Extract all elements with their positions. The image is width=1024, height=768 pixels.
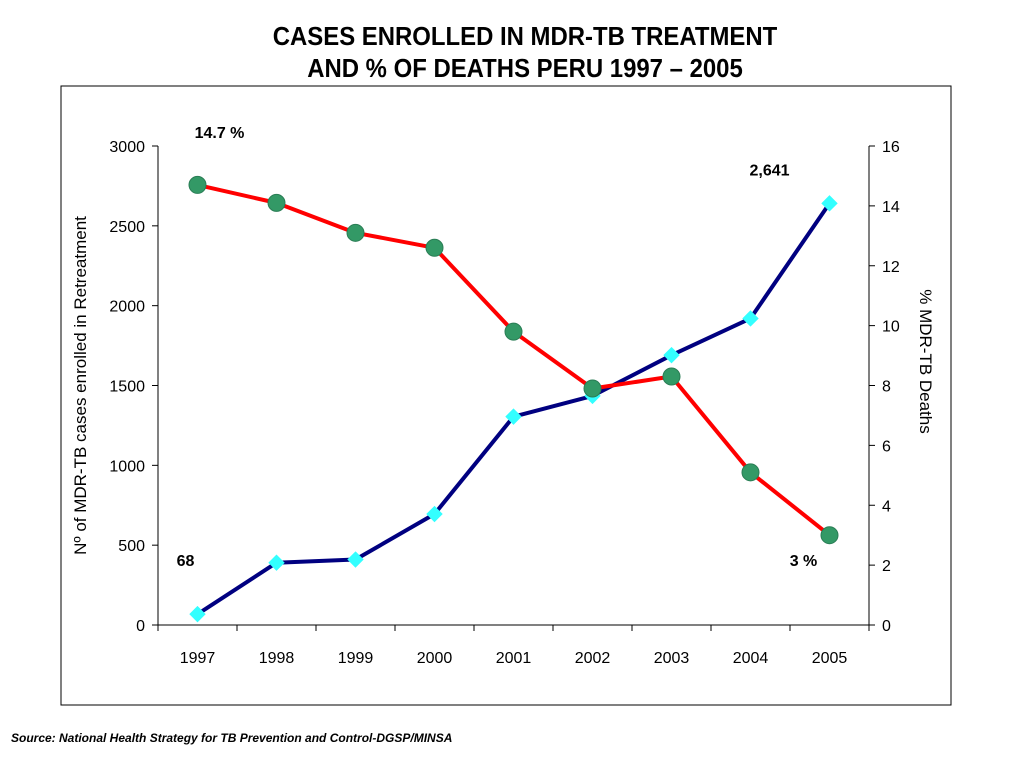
chart-title-line-2: AND % OF DEATHS PERU 1997 – 2005: [307, 53, 743, 83]
series-1-point: [425, 238, 444, 257]
x-tick-label: 1998: [259, 650, 295, 667]
x-tick-label: 2002: [575, 650, 611, 667]
left-tick-label: 2500: [109, 219, 145, 236]
series-0-point: [663, 346, 680, 364]
x-tick-label: 2001: [496, 650, 532, 667]
y-axis-title: Nº of MDR-TB cases enrolled in Retreatme…: [71, 216, 90, 555]
left-tick-label: 500: [118, 538, 145, 555]
source-note: Source: National Health Strategy for TB …: [11, 731, 453, 745]
series-0-point: [268, 554, 285, 571]
right-tick-label: 0: [882, 618, 891, 635]
series-0-point: [821, 195, 838, 212]
series-0-point: [505, 408, 522, 425]
x-tick-label: 1997: [180, 650, 216, 667]
series-1-point: [662, 367, 681, 386]
left-tick-label: 3000: [109, 139, 145, 156]
x-tick-label: 2004: [733, 650, 769, 667]
data-label: 2,641: [749, 162, 789, 179]
right-tick-label: 4: [882, 498, 891, 515]
x-tick-label: 2003: [654, 650, 690, 667]
series-1-point: [267, 193, 286, 212]
x-tick-label: 2000: [417, 650, 453, 667]
chart-title: CASES ENROLLED IN MDR-TB TREATMENT AND %…: [42, 20, 1008, 84]
series-1-point: [346, 223, 365, 242]
data-label: 3 %: [790, 553, 818, 570]
left-tick-label: 1500: [109, 379, 145, 396]
right-tick-label: 14: [882, 199, 900, 216]
data-label: 68: [177, 553, 195, 570]
y2-axis-title: % MDR-TB Deaths: [916, 289, 935, 434]
x-tick-label: 1999: [338, 650, 374, 667]
chart-title-line-1: CASES ENROLLED IN MDR-TB TREATMENT: [272, 21, 778, 51]
right-tick-label: 2: [882, 558, 891, 575]
left-tick-label: 0: [136, 618, 145, 635]
right-tick-label: 8: [882, 379, 891, 396]
series-1-point: [188, 175, 207, 194]
series-0-point: [189, 605, 206, 623]
right-tick-label: 12: [882, 259, 900, 276]
x-tick-label: 2005: [812, 650, 848, 667]
series-1-point: [504, 322, 523, 341]
left-tick-label: 2000: [109, 299, 145, 316]
series-1-point: [820, 526, 839, 545]
right-tick-label: 16: [882, 139, 900, 156]
series-0-point: [347, 551, 364, 568]
series-0-point: [742, 310, 759, 327]
series-0-point: [426, 505, 443, 523]
series-1-point: [583, 379, 602, 398]
right-tick-label: 6: [882, 438, 891, 455]
right-tick-label: 10: [882, 319, 900, 336]
left-tick-label: 1000: [109, 458, 145, 475]
data-label: 14.7 %: [195, 125, 245, 142]
series-1-point: [741, 463, 760, 482]
